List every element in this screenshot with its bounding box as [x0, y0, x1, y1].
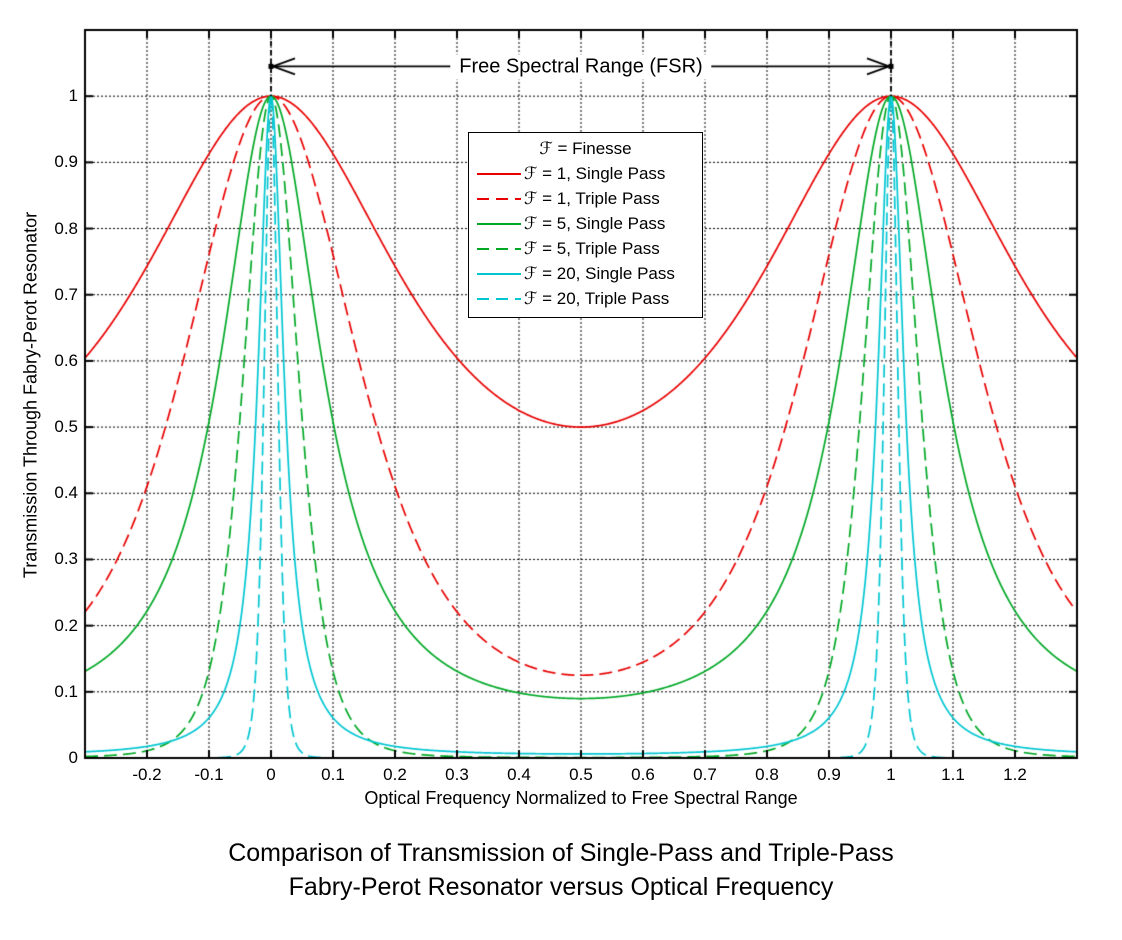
chart-title: Comparison of Transmission of Single-Pas…: [0, 836, 1122, 904]
y-axis-label: Transmission Through Fabry-Perot Resonat…: [20, 211, 41, 579]
x-tick-label: 0.3: [445, 765, 469, 784]
x-tick-label: 0.4: [507, 765, 531, 784]
x-tick-label: -0.2: [132, 765, 162, 784]
legend-entry-text: = 20, Single Pass: [537, 263, 675, 283]
x-axis-label: Optical Frequency Normalized to Free Spe…: [364, 788, 798, 808]
y-tick-label: 0.2: [54, 615, 78, 635]
x-tick-label: 0.7: [693, 765, 717, 784]
y-tick-label: 1: [68, 86, 78, 106]
y-tick-label: 0.1: [54, 681, 78, 701]
legend-title: ℱ = Finesse: [469, 137, 702, 161]
x-tick-label: 0.9: [817, 765, 841, 784]
x-tick-label: 0.1: [321, 765, 345, 784]
legend-entry: ℱ = 5, Single Pass: [469, 211, 702, 236]
script-f-symbol: ℱ: [539, 139, 553, 159]
chart-title-line2: Fabry-Perot Resonator versus Optical Fre…: [288, 873, 834, 901]
x-tick-label: 0.5: [569, 765, 593, 784]
script-f-symbol: ℱ: [524, 163, 538, 184]
legend-entry-label: ℱ = 1, Single Pass: [524, 164, 665, 184]
y-tick-label: 0.4: [54, 483, 78, 503]
legend-entry-text: = 5, Single Pass: [537, 213, 666, 233]
script-f-symbol: ℱ: [524, 288, 538, 309]
x-tick-label: 1.1: [941, 765, 965, 784]
legend-sample-line: [477, 222, 521, 225]
legend-entry-label: ℱ = 5, Triple Pass: [524, 239, 660, 259]
x-tick-label: 0.8: [755, 765, 779, 784]
x-tick-label: 0.6: [631, 765, 655, 784]
legend-entry-label: ℱ = 5, Single Pass: [524, 214, 665, 234]
legend-entry-label: ℱ = 20, Triple Pass: [524, 289, 669, 309]
y-tick-label: 0: [68, 748, 78, 767]
fsr-annotation-label: Free Spectral Range (FSR): [450, 54, 712, 80]
script-f-symbol: ℱ: [524, 238, 538, 259]
legend-entry: ℱ = 20, Triple Pass: [469, 286, 702, 311]
legend-sample-line: [477, 272, 521, 275]
legend-entries: ℱ = 1, Single Pass ℱ = 1, Triple Pass ℱ = …: [469, 161, 702, 311]
y-tick-label: 0.9: [54, 152, 78, 172]
legend-title-text: = Finesse: [552, 139, 632, 158]
x-tick-label: 1: [886, 765, 896, 784]
script-f-symbol: ℱ: [524, 188, 538, 209]
legend-entry-text: = 1, Triple Pass: [537, 188, 660, 208]
chart-title-line1: Comparison of Transmission of Single-Pas…: [228, 839, 894, 867]
x-tick-label: 1.2: [1003, 765, 1027, 784]
script-f-symbol: ℱ: [524, 213, 538, 234]
y-tick-label: 0.5: [54, 417, 78, 437]
y-tick-label: 0.7: [54, 284, 78, 304]
legend-entry-text: = 20, Triple Pass: [537, 288, 670, 308]
legend-sample-line: [477, 172, 521, 175]
legend-entry: ℱ = 1, Single Pass: [469, 161, 702, 186]
legend-sample-line: [477, 247, 521, 250]
legend-entry-label: ℱ = 1, Triple Pass: [524, 189, 660, 209]
y-tick-label: 0.6: [54, 350, 78, 370]
legend: ℱ = Finesse ℱ = 1, Single Pass ℱ = 1, Tri…: [468, 132, 703, 318]
y-tick-label: 0.8: [54, 218, 78, 238]
x-tick-label: -0.1: [194, 765, 224, 784]
legend-entry: ℱ = 20, Single Pass: [469, 261, 702, 286]
legend-sample-line: [477, 197, 521, 200]
legend-sample-line: [477, 297, 521, 300]
y-tick-label: 0.3: [54, 549, 78, 569]
legend-entry-text: = 1, Single Pass: [537, 163, 666, 183]
legend-entry: ℱ = 1, Triple Pass: [469, 186, 702, 211]
script-f-symbol: ℱ: [524, 263, 538, 284]
legend-entry-label: ℱ = 20, Single Pass: [524, 264, 675, 284]
legend-entry-text: = 5, Triple Pass: [537, 238, 660, 258]
x-tick-label: 0.2: [383, 765, 407, 784]
legend-entry: ℱ = 5, Triple Pass: [469, 236, 702, 261]
x-tick-label: 0: [266, 765, 276, 784]
